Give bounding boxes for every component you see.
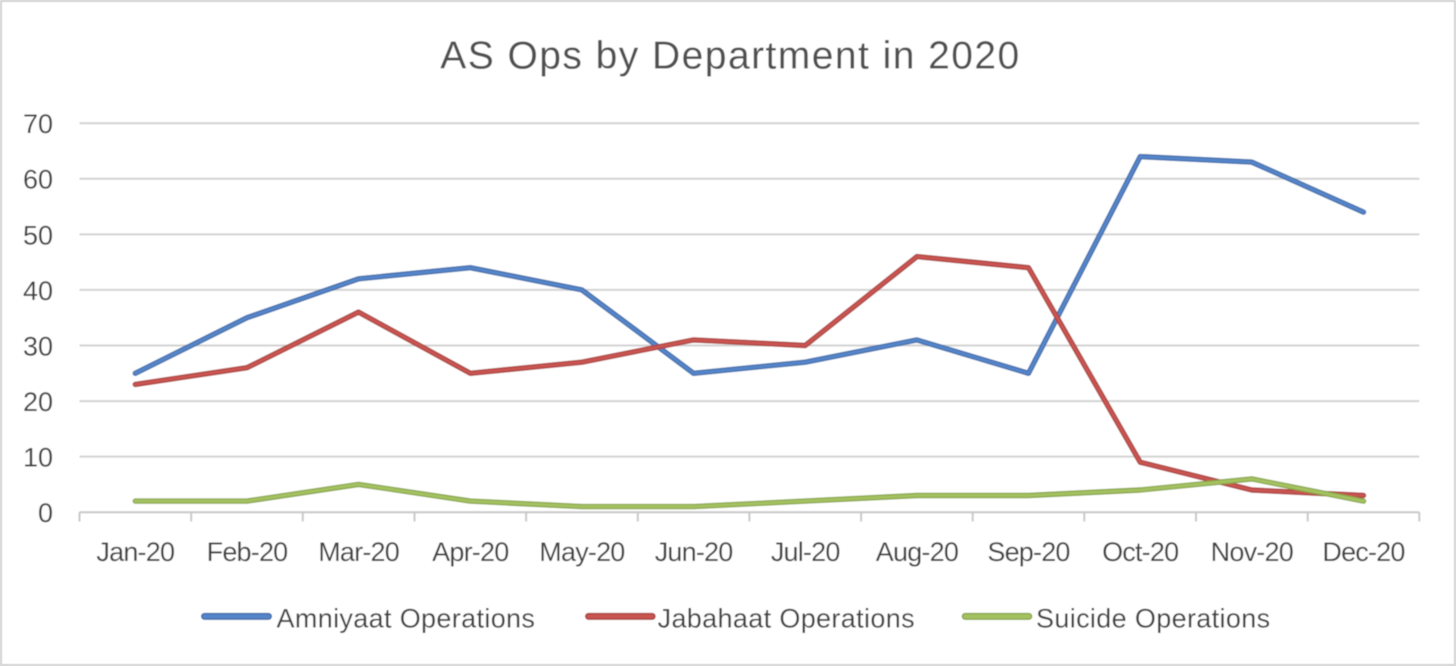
svg-text:Mar-20: Mar-20 bbox=[318, 537, 399, 567]
svg-text:Jan-20: Jan-20 bbox=[96, 537, 174, 567]
svg-text:Aug-20: Aug-20 bbox=[876, 537, 958, 567]
svg-text:Nov-20: Nov-20 bbox=[1211, 537, 1293, 567]
svg-text:Sep-20: Sep-20 bbox=[987, 537, 1069, 567]
svg-text:Jabahaat Operations: Jabahaat Operations bbox=[658, 604, 915, 634]
svg-text:Suicide Operations: Suicide Operations bbox=[1036, 604, 1270, 634]
svg-text:Jul-20: Jul-20 bbox=[771, 537, 840, 567]
svg-text:0: 0 bbox=[38, 498, 53, 528]
svg-text:Jun-20: Jun-20 bbox=[655, 537, 733, 567]
svg-text:Dec-20: Dec-20 bbox=[1322, 537, 1404, 567]
svg-text:May-20: May-20 bbox=[539, 537, 624, 567]
svg-text:40: 40 bbox=[23, 276, 53, 306]
svg-text:60: 60 bbox=[23, 165, 53, 195]
svg-text:30: 30 bbox=[23, 331, 53, 361]
svg-text:Oct-20: Oct-20 bbox=[1102, 537, 1178, 567]
svg-text:10: 10 bbox=[23, 443, 53, 473]
svg-text:Amniyaat Operations: Amniyaat Operations bbox=[277, 604, 536, 634]
svg-text:50: 50 bbox=[23, 220, 53, 250]
svg-text:Feb-20: Feb-20 bbox=[207, 537, 288, 567]
svg-text:70: 70 bbox=[23, 109, 53, 139]
svg-text:20: 20 bbox=[23, 387, 53, 417]
svg-text:AS Ops by Department in 2020: AS Ops by Department in 2020 bbox=[440, 34, 1020, 77]
svg-text:Apr-20: Apr-20 bbox=[432, 537, 508, 567]
